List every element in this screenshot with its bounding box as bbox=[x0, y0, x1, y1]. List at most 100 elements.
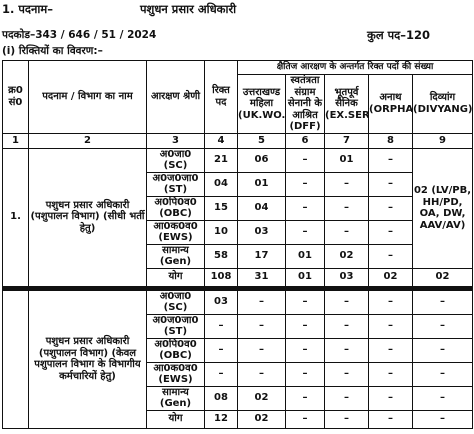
total-row: योग 12 02 – – – – bbox=[3, 409, 474, 429]
ukwo-cell: – bbox=[237, 313, 286, 339]
total-orphan: 02 bbox=[368, 267, 413, 287]
header-reservation: आरक्षण श्रेणी bbox=[146, 60, 205, 134]
total-posts: कुल पद–120 bbox=[367, 28, 431, 42]
total-ukwo: 02 bbox=[237, 409, 286, 429]
header-orphan: अनाथ (ORPHAN) bbox=[368, 74, 413, 134]
table-row: अ0ज0जा0 (ST) – – – – – – bbox=[3, 313, 474, 339]
section1-post-name: पशुधन प्रसार अधिकारी (पशुपालन विभाग) (सी… bbox=[28, 147, 147, 287]
category-cell: अ0ज0जा0 (ST) bbox=[146, 313, 205, 339]
vacant-cell: – bbox=[204, 337, 238, 363]
vacant-cell: 08 bbox=[204, 385, 238, 411]
header-vacant: रिक्त पद bbox=[204, 60, 238, 134]
total-exser: – bbox=[324, 409, 369, 429]
divyang-cell: – bbox=[411, 289, 474, 315]
vacant-cell: 58 bbox=[204, 243, 238, 269]
ukwo-cell: – bbox=[237, 361, 286, 387]
category-cell: अ0जा0 (SC) bbox=[146, 289, 205, 315]
ukwo-cell: 04 bbox=[237, 195, 286, 221]
exser-cell: – bbox=[324, 171, 369, 197]
category-cell: सामान्य (Gen) bbox=[146, 385, 205, 411]
divyang-cell: – bbox=[411, 313, 474, 339]
divyang-cell: – bbox=[411, 337, 474, 363]
category-cell: सामान्य (Gen) bbox=[146, 243, 205, 269]
orphan-cell: – bbox=[368, 219, 413, 245]
dff-cell: – bbox=[285, 147, 325, 173]
exser-cell: 02 bbox=[324, 243, 369, 269]
dff-cell: – bbox=[285, 337, 325, 363]
header-dff: स्वतंत्रता संग्राम सेनानी के आश्रित (DFF… bbox=[285, 74, 325, 134]
section1-sno: 1. bbox=[2, 147, 29, 287]
orphan-cell: – bbox=[368, 313, 413, 339]
category-cell: अ0पि0व0 (OBC) bbox=[146, 195, 205, 221]
dff-cell: – bbox=[285, 385, 325, 411]
vacancy-details-heading: (i) रिक्तियों का विवरण:– bbox=[2, 45, 103, 57]
total-vacant: 108 bbox=[204, 267, 238, 287]
table-row: सामान्य (Gen) 58 17 01 02 – bbox=[3, 243, 473, 269]
dff-cell: – bbox=[285, 313, 325, 339]
orphan-cell: – bbox=[368, 289, 413, 315]
vacant-cell: – bbox=[204, 313, 238, 339]
post-code: पदकोड–343 / 646 / 51 / 2024 bbox=[2, 29, 157, 41]
total-label: योग bbox=[146, 267, 205, 287]
header-row: क्र0 सं0 पदनाम / विभाग का नाम आरक्षण श्र… bbox=[2, 60, 474, 134]
section2-post-name: पशुधन प्रसार अधिकारी (पशुपालन विभाग) (के… bbox=[28, 289, 147, 429]
ukwo-cell: 01 bbox=[237, 171, 286, 197]
column-number-row: 1 2 3 4 5 6 7 8 9 bbox=[2, 132, 474, 149]
exser-cell: – bbox=[324, 195, 369, 221]
header-post-dept: पदनाम / विभाग का नाम bbox=[28, 60, 147, 134]
vacant-cell: 15 bbox=[204, 195, 238, 221]
orphan-cell: – bbox=[368, 243, 413, 269]
post-line: 1. पदनाम– पशुधन प्रसार अधिकारी bbox=[2, 2, 236, 17]
orphan-cell: – bbox=[368, 171, 413, 197]
table-row: 1. पशुधन प्रसार अधिकारी (पशुपालन विभाग) … bbox=[2, 147, 474, 287]
col-num: 7 bbox=[324, 132, 369, 149]
ukwo-cell: – bbox=[237, 289, 286, 315]
post-code-line: पदकोड–343 / 646 / 51 / 2024 कुल पद–120 bbox=[2, 28, 472, 42]
dff-cell: – bbox=[285, 171, 325, 197]
col-num: 3 bbox=[146, 132, 205, 149]
exser-cell: – bbox=[324, 219, 369, 245]
col-num: 6 bbox=[285, 132, 325, 149]
section1-divyang: 02 (LV/PB, HH/PD, OA, DW, AAV/AV) bbox=[411, 147, 474, 269]
ukwo-cell: 06 bbox=[237, 147, 286, 173]
vacant-cell: – bbox=[204, 361, 238, 387]
dff-cell: – bbox=[285, 361, 325, 387]
exser-cell: – bbox=[324, 337, 369, 363]
vacant-cell: 21 bbox=[204, 147, 238, 173]
exser-cell: – bbox=[324, 313, 369, 339]
orphan-cell: – bbox=[368, 337, 413, 363]
post-title: पशुधन प्रसार अधिकारी bbox=[140, 2, 237, 16]
ukwo-cell: 17 bbox=[237, 243, 286, 269]
table-row: अ0ज0जा0 (ST) 04 01 – – – bbox=[3, 171, 473, 197]
orphan-cell: – bbox=[368, 147, 413, 173]
total-divyang: – bbox=[411, 409, 474, 429]
ukwo-cell: 02 bbox=[237, 385, 286, 411]
dff-cell: – bbox=[285, 219, 325, 245]
orphan-cell: – bbox=[368, 361, 413, 387]
vacancy-table: क्र0 सं0 पदनाम / विभाग का नाम आरक्षण श्र… bbox=[1, 60, 474, 429]
dff-cell: 01 bbox=[285, 243, 325, 269]
exser-cell: 01 bbox=[324, 147, 369, 173]
total-exser: 03 bbox=[324, 267, 369, 287]
divyang-cell: – bbox=[411, 385, 474, 411]
total-divyang: 02 bbox=[411, 267, 474, 287]
category-cell: अ0पि0व0 (OBC) bbox=[146, 337, 205, 363]
dff-cell: – bbox=[285, 289, 325, 315]
header-exser: भूतपूर्व सैनिक (EX.SER.) bbox=[324, 74, 369, 134]
header-divyang: दिव्यांग (DIVYANG) bbox=[411, 74, 474, 134]
col-num: 2 bbox=[28, 132, 147, 149]
table-row: सामान्य (Gen) 08 02 – – – – bbox=[3, 385, 474, 411]
col-num: 9 bbox=[411, 132, 474, 149]
col-num: 8 bbox=[368, 132, 413, 149]
total-dff: – bbox=[285, 409, 325, 429]
header-horizontal: क्षैतिज आरक्षण के अन्तर्गत रिक्त पदों की… bbox=[236, 60, 474, 75]
total-label: योग bbox=[146, 409, 205, 429]
exser-cell: – bbox=[324, 385, 369, 411]
total-dff: 01 bbox=[285, 267, 325, 287]
orphan-cell: – bbox=[368, 385, 413, 411]
ukwo-cell: 03 bbox=[237, 219, 286, 245]
category-cell: अ0ज0जा0 (ST) bbox=[146, 171, 205, 197]
subheader-row: उत्तराखण्ड महिला (UK.WO.) स्वतंत्रता संग… bbox=[3, 74, 474, 134]
header-sno: क्र0 सं0 bbox=[2, 60, 29, 134]
post-label: 1. पदनाम– bbox=[2, 2, 54, 16]
